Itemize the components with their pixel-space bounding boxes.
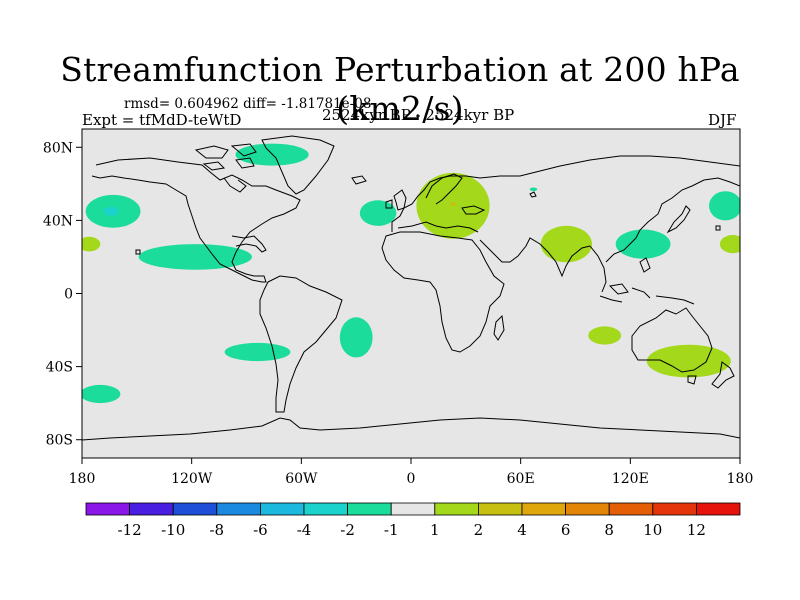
coast-arctic-islands [194, 143, 257, 171]
y-tick-label-1: 40N [43, 213, 73, 229]
anomaly-region-14 [588, 326, 622, 345]
coast-africa [381, 231, 505, 353]
colorbar-swatch-9 [477, 502, 523, 516]
colorbar-label-6: -1 [384, 521, 399, 539]
coast-north-america [91, 157, 301, 283]
plot-background [82, 129, 740, 458]
x-tick-label-3: 0 [407, 471, 416, 487]
anomaly-region-8 [339, 317, 373, 358]
axis-ticks: 180 120W 60W 0 60E 120E 180 80N 40N 0 40S 80S [43, 140, 753, 487]
x-tick-label-6: 180 [727, 471, 754, 487]
anomaly-region-6 [615, 229, 671, 259]
colorbar-swatch-0 [85, 502, 130, 516]
coast-greenland [261, 135, 335, 195]
colorbar-label-4: -4 [297, 521, 312, 539]
colorbar-label-11: 8 [604, 521, 614, 539]
anomaly-region-11 [450, 201, 456, 207]
anomaly-region-12 [540, 225, 593, 263]
y-tick-label-3: 40S [46, 360, 73, 376]
coastlines [82, 135, 740, 441]
colorbar-label-0: -12 [118, 521, 142, 539]
colorbar-label-13: 12 [687, 521, 706, 539]
season-label: DJF [708, 111, 737, 129]
y-tick-label-2: 0 [64, 287, 73, 303]
anomaly-region-7 [224, 342, 291, 362]
anomaly-region-13 [646, 344, 731, 378]
coast-indonesia [599, 257, 695, 305]
colorbar-label-3: -6 [253, 521, 268, 539]
coast-hudson-bay [223, 177, 247, 193]
colorbar-label-5: -2 [340, 521, 355, 539]
coast-japan [666, 205, 691, 234]
anomaly-region-4 [138, 244, 252, 270]
x-tick-label-2: 60W [285, 471, 318, 487]
anomaly-region-5 [359, 200, 397, 226]
colorbar-label-9: 4 [517, 521, 527, 539]
coast-tasmania [687, 375, 697, 385]
colorbar-swatch-1 [129, 502, 174, 516]
coast-mediterranean [397, 205, 486, 233]
anomaly-region-2 [103, 206, 119, 216]
coast-madagascar [493, 314, 505, 341]
colorbar-swatch-11 [565, 502, 610, 516]
colorbar-label-1: -10 [161, 521, 185, 539]
colorbar-swatch-6 [347, 502, 392, 516]
coast-europe [391, 155, 740, 232]
colorbar-label-7: 1 [430, 521, 440, 539]
chart-title: Streamfunction Perturbation at 200 hPa (… [60, 50, 740, 128]
colorbar: -12 -10 -8 -6 -4 -2 -1 1 2 4 6 8 10 12 [85, 502, 741, 539]
stats-label: rmsd= 0.604962 diff= -1.81781e-08 [124, 96, 372, 112]
x-tick-label-1: 120W [171, 471, 213, 487]
coast-islands [135, 191, 721, 255]
anomaly-region-3 [709, 191, 740, 221]
experiment-label: Expt = tfMdD-teWtD [82, 111, 242, 129]
coast-se-asia [589, 177, 740, 293]
x-tick-label-0: 180 [69, 471, 96, 487]
coast-gulf [231, 235, 267, 253]
colorbar-swatch-2 [172, 502, 218, 516]
colorbar-label-12: 10 [643, 521, 662, 539]
coast-iceland [351, 175, 367, 185]
anomaly-region-17 [529, 187, 538, 192]
colorbar-swatch-13 [652, 502, 697, 516]
x-tick-label-5: 120E [612, 471, 649, 487]
period-label: 2524kyr BP - 2524kyr BP [322, 106, 515, 124]
anomaly-region-9 [82, 384, 121, 404]
colorbar-label-2: -8 [209, 521, 224, 539]
y-tick-label-0: 80N [43, 140, 73, 156]
coast-new-zealand [711, 361, 735, 389]
colorbar-swatch-7 [390, 502, 436, 516]
colorbar-swatch-14 [696, 502, 741, 516]
colorbar-swatch-8 [434, 502, 479, 516]
x-tick-label-4: 60E [507, 471, 535, 487]
y-tick-label-4: 80S [46, 433, 73, 449]
coast-arabia [479, 237, 591, 278]
coast-australia [631, 307, 713, 373]
colorbar-label-8: 2 [474, 521, 484, 539]
colorbar-swatch-5 [303, 502, 348, 516]
coast-scandinavia [425, 173, 463, 205]
coast-antarctica [82, 417, 740, 441]
anomaly-region-15 [719, 235, 740, 254]
colorbar-swatch-4 [259, 502, 305, 516]
colorbar-swatch-12 [608, 502, 654, 516]
colorbar-swatch-10 [521, 502, 566, 516]
coast-britain [385, 189, 407, 211]
colorbar-swatch-3 [216, 502, 261, 516]
anomaly-region-16 [82, 236, 101, 252]
colorbar-label-10: 6 [561, 521, 571, 539]
anomaly-layer [82, 143, 740, 404]
coast-south-america [259, 275, 343, 413]
